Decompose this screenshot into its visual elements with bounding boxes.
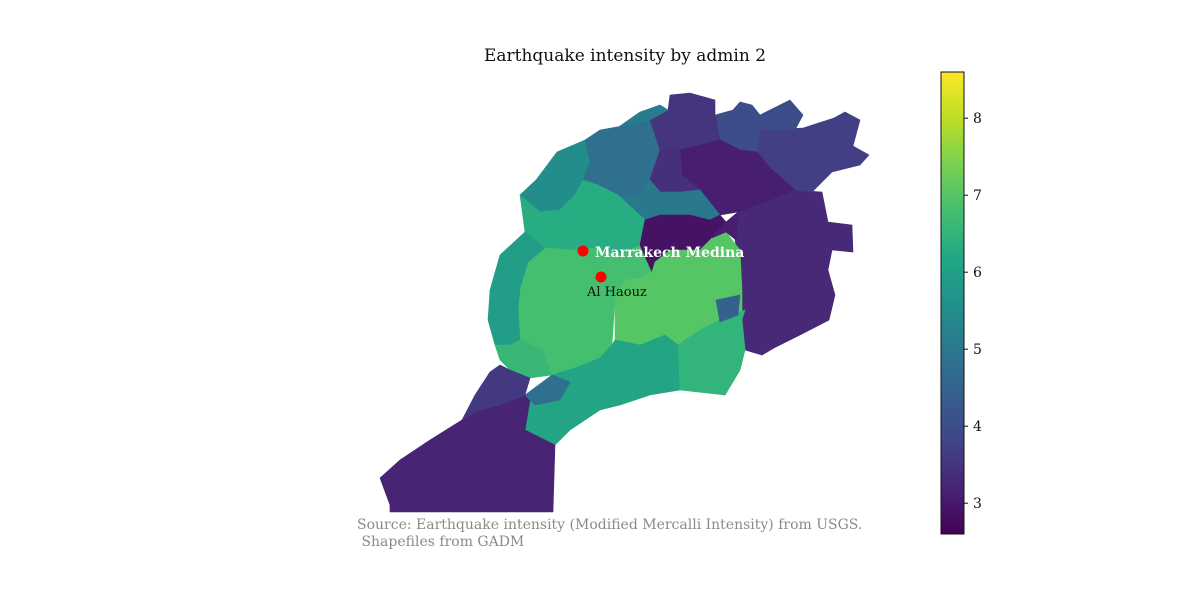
label-al-haouz: Al Haouz xyxy=(586,285,647,300)
map-title: Earthquake intensity by admin 2 xyxy=(483,46,767,66)
source-line-1: Source: Earthquake intensity (Modified M… xyxy=(357,517,863,533)
region-east-dark-small[interactable] xyxy=(711,211,739,241)
colorbar-tick-label: 3 xyxy=(973,496,982,512)
source-note: Source: Earthquake intensity (Modified M… xyxy=(357,517,862,551)
colorbar-gradient xyxy=(940,71,965,535)
label-marrakech-medina: Marrakech Medina xyxy=(595,245,744,261)
marker-marrakech-medina[interactable] xyxy=(577,245,589,257)
source-line-2: Shapefiles from GADM xyxy=(357,534,525,550)
admin2-regions xyxy=(379,92,870,513)
region-south-coast-blue[interactable] xyxy=(524,374,571,406)
region-east-large[interactable] xyxy=(734,189,854,356)
colorbar: 3 4 5 6 7 8 xyxy=(940,71,982,535)
marker-al-haouz[interactable] xyxy=(595,271,607,283)
colorbar-tick-label: 8 xyxy=(973,111,982,127)
colorbar-tick-label: 6 xyxy=(973,265,982,281)
colorbar-ticks: 3 4 5 6 7 8 xyxy=(964,111,982,512)
colorbar-tick-label: 7 xyxy=(973,188,982,204)
colorbar-tick-label: 4 xyxy=(973,419,982,435)
region-enclave[interactable] xyxy=(715,294,741,323)
region-southeast-strip[interactable] xyxy=(677,309,746,396)
region-north-peak[interactable] xyxy=(649,92,721,151)
colorbar-tick-label: 5 xyxy=(973,342,982,358)
region-north-ridge[interactable] xyxy=(619,104,669,127)
place-markers: Marrakech Medina Al Haouz xyxy=(577,245,744,300)
region-southwest-purple[interactable] xyxy=(461,364,531,421)
